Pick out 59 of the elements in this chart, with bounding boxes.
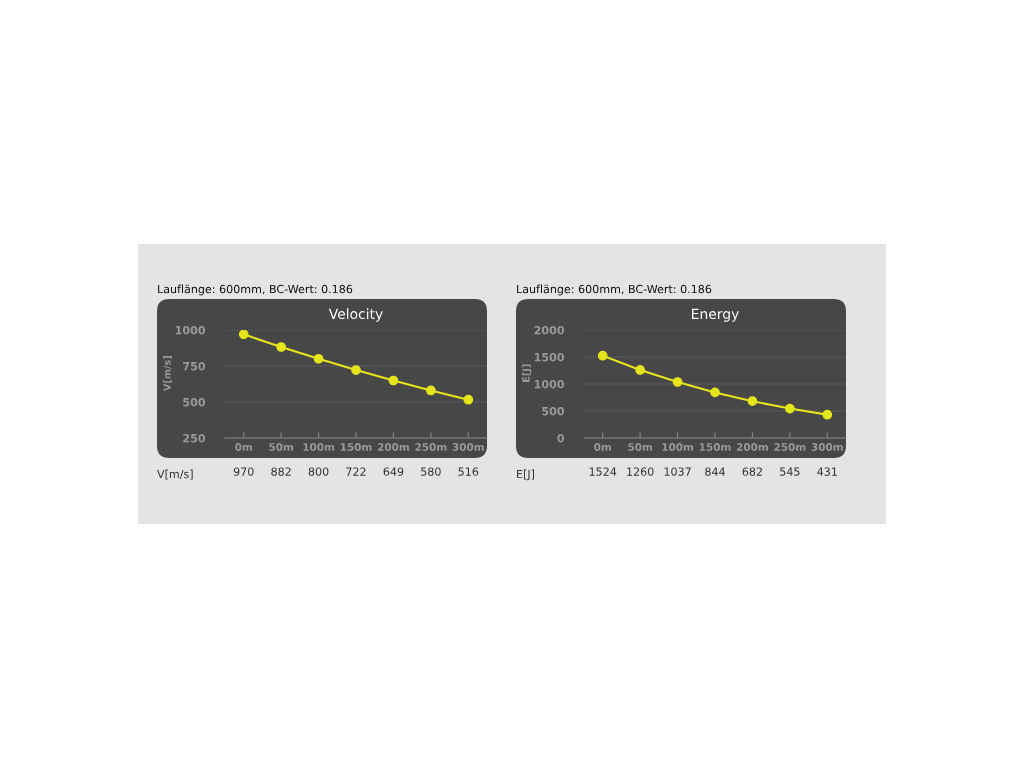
y-tick-label: 1500 — [534, 352, 565, 362]
x-tick-label: 250m — [774, 443, 806, 451]
y-tick-label: 500 — [542, 406, 565, 416]
y-tick-label: 1000 — [534, 379, 565, 389]
data-label: 970 — [233, 467, 254, 476]
data-label: 516 — [458, 467, 479, 476]
y-tick-label: 2000 — [534, 325, 565, 335]
chart-title: Energy — [692, 308, 739, 322]
x-tick-label: 200m — [736, 443, 768, 451]
x-tick-label: 50m — [269, 443, 293, 451]
point — [463, 394, 474, 405]
data-label: 722 — [346, 467, 366, 476]
data-label: 844 — [705, 467, 725, 476]
chart-subtitle: Lauflänge: 600mm, BC-Wert: 0.186 — [517, 284, 712, 296]
point — [276, 342, 287, 352]
y-tick-label: 250 — [183, 433, 206, 443]
x-tick-label: 300m — [452, 443, 484, 451]
x-tick-label: 0m — [235, 443, 252, 451]
data-label: 682 — [742, 467, 762, 476]
data-label: 1037 — [664, 467, 691, 476]
text: E[J] — [517, 469, 535, 481]
point — [597, 350, 608, 361]
chart-subtitle: Lauflänge: 600mm, BC-Wert: 0.186 — [158, 284, 353, 296]
point — [635, 365, 646, 375]
x-tick-label: 200m — [377, 443, 409, 451]
point — [784, 403, 795, 414]
y-tick-label: 0 — [557, 433, 565, 443]
x-tick-label: 100m — [662, 443, 694, 451]
point — [747, 396, 758, 407]
point — [672, 377, 683, 387]
x-tick-label: 100m — [303, 443, 335, 451]
point — [822, 409, 833, 420]
data-label: 545 — [780, 467, 800, 476]
point — [388, 375, 399, 386]
point — [425, 385, 436, 396]
data-label: 800 — [308, 467, 329, 476]
text: V[m/s] — [157, 469, 193, 480]
x-tick-label: 150m — [340, 443, 372, 451]
point — [710, 387, 720, 398]
y-axis-title: V[m/s] — [163, 356, 172, 392]
data-label: 882 — [271, 467, 291, 476]
data-label: 431 — [817, 467, 837, 476]
y-tick-label: 750 — [183, 361, 206, 371]
data-label: 1260 — [627, 467, 654, 476]
point — [351, 365, 361, 375]
data-label: 1524 — [589, 467, 617, 476]
data-label: 649 — [383, 467, 404, 476]
data-label: 580 — [421, 467, 441, 476]
x-tick-label: 0m — [594, 443, 611, 451]
y-axis-title: E[J] — [522, 364, 532, 382]
point — [313, 353, 324, 364]
point — [238, 330, 249, 340]
chart-title: Velocity — [328, 308, 383, 322]
x-tick-label: 250m — [415, 443, 447, 451]
x-tick-label: 300m — [811, 443, 843, 451]
y-tick-label: 1000 — [175, 325, 206, 335]
x-tick-label: 50m — [628, 443, 652, 451]
y-tick-label: 500 — [183, 397, 206, 407]
x-tick-label: 150m — [699, 443, 731, 451]
